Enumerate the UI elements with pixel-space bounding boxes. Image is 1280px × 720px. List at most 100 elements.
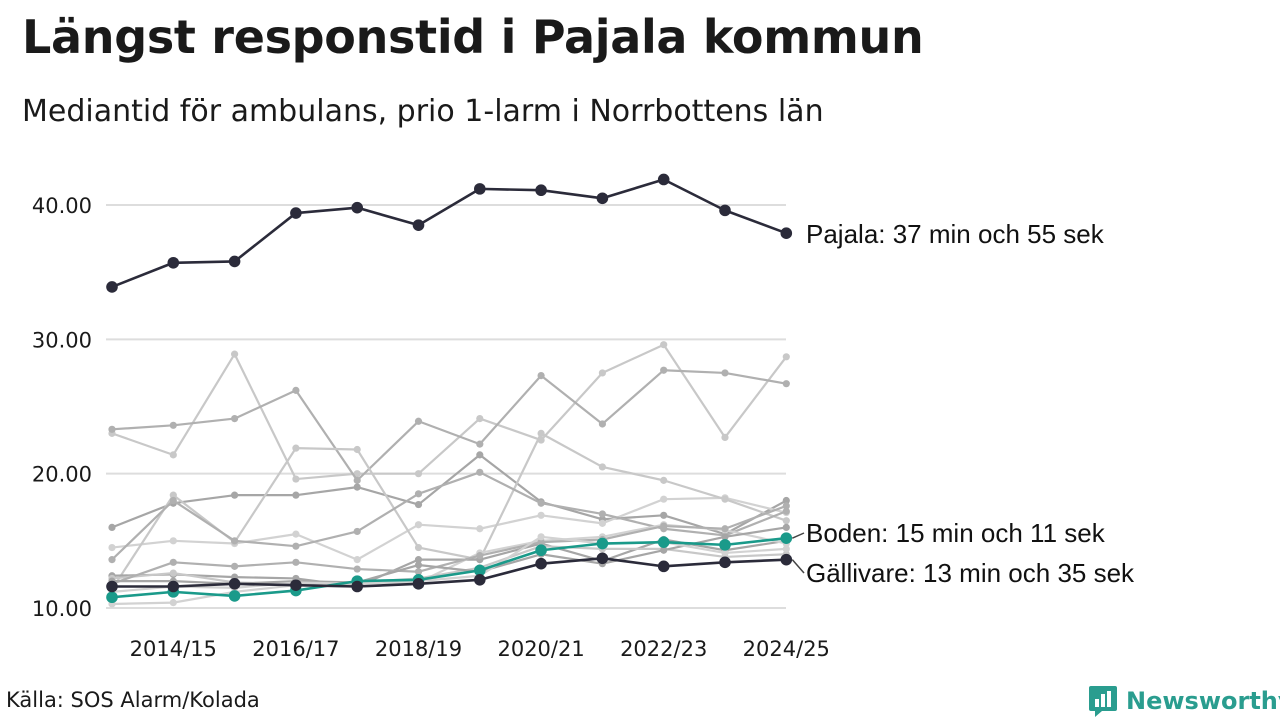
other-municipality-series-point xyxy=(782,517,790,525)
other-municipality-series-point xyxy=(537,511,545,519)
other-municipality-series-point xyxy=(353,445,361,454)
boden-series-point xyxy=(474,564,486,577)
other-municipality-series-point xyxy=(660,366,668,374)
pajala-series-point xyxy=(780,227,793,240)
other-municipality-series-point xyxy=(169,569,177,577)
pajala-series-point xyxy=(167,256,180,269)
other-municipality-series-point xyxy=(782,502,790,510)
other-municipality-series-point xyxy=(231,491,239,499)
other-municipality-series-point xyxy=(292,558,300,566)
other-municipality-series-point xyxy=(353,476,361,484)
y-tick-label: 10.00 xyxy=(32,597,92,621)
chart-title: Längst responstid i Pajala kommun xyxy=(22,10,924,64)
pajala-series-point xyxy=(412,219,425,231)
other-municipality-series-point xyxy=(537,538,545,546)
pajala-series-point xyxy=(351,201,364,214)
other-municipality-series-line xyxy=(111,471,787,561)
source-note: Källa: SOS Alarm/Kolada xyxy=(6,688,260,712)
boden-series-line xyxy=(111,536,787,599)
other-municipality-series-point xyxy=(537,499,545,507)
y-tick-label: 20.00 xyxy=(32,463,92,487)
other-municipality-series-line xyxy=(111,496,787,561)
other-municipality-series-point xyxy=(598,519,607,527)
other-municipality-series-point xyxy=(414,490,423,498)
other-municipality-series-point xyxy=(231,350,239,358)
other-municipality-series-point xyxy=(231,537,239,545)
other-municipality-series-point xyxy=(353,565,361,573)
y-tick-label: 30.00 xyxy=(32,328,92,352)
x-tick-label: 2018/19 xyxy=(375,637,462,661)
pajala-series-point xyxy=(290,207,302,219)
other-municipality-series-point xyxy=(660,511,668,519)
brand-name: Newsworthy xyxy=(1126,687,1280,715)
other-municipality-series-line xyxy=(111,369,787,482)
gallivare-series-point xyxy=(412,578,425,590)
other-municipality-series-point xyxy=(169,496,177,505)
other-municipality-series-point xyxy=(476,552,484,560)
boden-end-label: Boden: 15 min och 11 sek xyxy=(806,518,1106,548)
other-municipality-series-point xyxy=(414,470,423,478)
pajala-series-line xyxy=(111,178,787,289)
other-municipality-series-point xyxy=(169,491,177,499)
other-municipality-series-point xyxy=(108,523,116,532)
chart-subtitle: Mediantid för ambulans, prio 1-larm i No… xyxy=(22,94,824,129)
other-municipality-series-point xyxy=(660,341,668,349)
pajala-series-point xyxy=(474,183,486,195)
other-municipality-series-point xyxy=(292,542,300,550)
other-municipality-series-point xyxy=(476,468,484,476)
other-municipality-series-point xyxy=(476,440,484,448)
other-municipality-series-point xyxy=(231,414,239,423)
gallivare-label-connector xyxy=(791,559,805,574)
other-municipality-series-point xyxy=(169,451,177,459)
gallivare-series-line xyxy=(112,556,787,588)
x-tick-label: 2022/23 xyxy=(620,637,707,661)
gallivare-series-point xyxy=(228,578,241,590)
other-municipality-series-point xyxy=(660,476,668,484)
other-municipality-series-point xyxy=(292,530,300,538)
other-municipality-series-point xyxy=(782,507,790,515)
other-municipality-series-point xyxy=(292,386,300,394)
other-municipality-series-point xyxy=(660,522,668,530)
other-municipality-series-line xyxy=(111,343,788,481)
boden-series-point xyxy=(780,532,793,544)
other-municipality-series-point xyxy=(169,558,177,566)
pajala-series-point xyxy=(596,192,609,205)
other-municipality-series-point xyxy=(721,369,729,377)
brand[interactable]: Newsworthy xyxy=(1088,684,1280,718)
other-municipality-series-point xyxy=(169,537,177,545)
other-municipality-series-point xyxy=(782,523,790,532)
other-municipality-series-line xyxy=(111,545,787,585)
boden-series-point xyxy=(596,537,609,550)
other-municipality-series-point xyxy=(292,491,300,499)
other-municipality-series-point xyxy=(537,533,545,541)
other-municipality-series-point xyxy=(598,463,607,471)
other-municipality-series-point xyxy=(169,599,177,607)
gallivare-series-point xyxy=(780,553,793,566)
other-municipality-series-point xyxy=(721,525,729,533)
other-municipality-series-point xyxy=(476,451,484,459)
other-municipality-series-point xyxy=(721,433,729,441)
boden-series-point xyxy=(106,591,118,604)
pajala-series-point xyxy=(657,173,670,186)
other-municipality-series-point xyxy=(721,533,729,541)
other-municipality-series-point xyxy=(660,546,668,554)
boden-label-connector xyxy=(791,532,805,539)
line-chart: 10.00 20.00 30.00 40.00 2014/15 2016/17 2018/1… xyxy=(32,173,1135,661)
other-municipality-series-point xyxy=(598,369,607,377)
gallivare-series-point xyxy=(106,580,118,593)
other-municipality-series-point xyxy=(721,549,729,557)
other-municipality-series-point xyxy=(414,561,423,569)
gallivare-series-point xyxy=(719,556,731,569)
gallivare-end-label: Gällivare: 13 min och 35 sek xyxy=(806,558,1135,588)
other-municipality-series-point xyxy=(108,425,116,433)
other-municipality-series-point xyxy=(598,510,607,518)
other-municipality-series-point xyxy=(353,483,361,491)
pajala-series-point xyxy=(228,255,241,268)
other-municipality-series-point xyxy=(414,543,423,552)
other-municipality-series-point xyxy=(414,500,423,509)
other-municipality-series-point xyxy=(660,495,668,503)
other-municipality-series-point xyxy=(353,527,361,536)
boden-series-point xyxy=(657,536,670,548)
pajala-series-point xyxy=(719,204,731,217)
other-municipality-series-point xyxy=(231,562,239,570)
